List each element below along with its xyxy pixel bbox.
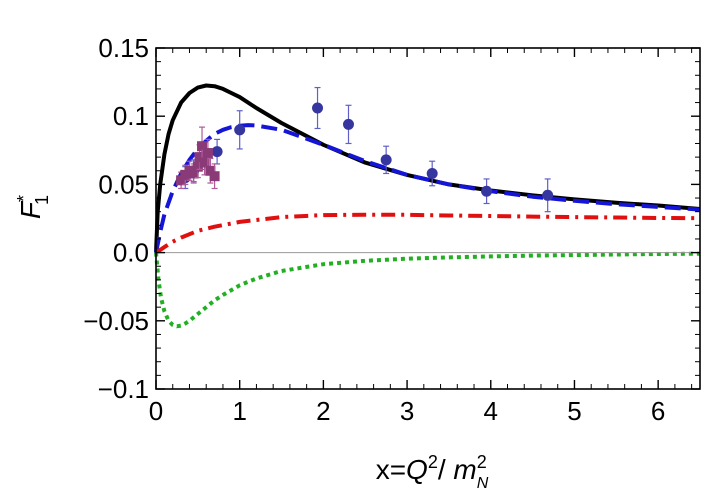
x-tick-label: 5 [567,396,581,426]
y-tick-label: 0.15 [98,33,149,63]
x-tick-label: 6 [651,396,665,426]
x-tick-label: 2 [316,396,330,426]
curves [154,83,701,329]
data-point-square [188,168,199,179]
y-tick-label: 0.1 [113,101,149,131]
y-tick-label: 0.0 [113,238,149,268]
data-point-square [199,157,210,168]
data-point-circle [211,146,223,158]
x-tick-label: 0 [149,396,163,426]
data-point-circle [380,154,392,166]
curve-dashed [154,123,701,254]
data-point-square [202,148,213,159]
curve-dashdot [154,212,701,255]
x-tick-label: 3 [400,396,414,426]
data-point-square [176,175,187,186]
data-point-square [209,171,220,182]
y-axis-label: F*1 [14,195,52,219]
data-point-square [192,161,203,172]
data-point-circle [342,118,354,130]
data-point-circle [234,124,246,136]
data-point-square [205,165,216,176]
data-point-circle [481,185,493,197]
plot-frame [155,47,701,390]
x-tick-label: 4 [484,396,498,426]
data-points [176,86,554,213]
data-point-circle [312,102,324,114]
y-tick-label: 0.05 [98,169,149,199]
ticks: 0 1 2 3 4 5 6 −0.1 −0.05 0.0 0.05 0.1 0.15 [83,33,700,426]
y-tick-label: −0.05 [83,306,149,336]
data-point-circle [542,189,554,201]
x-tick-label: 1 [232,396,246,426]
data-point-square [197,141,208,152]
data-point-circle [426,167,438,179]
curve-dotted [154,251,701,329]
axes [155,47,701,390]
y-tick-label: −0.1 [98,374,149,404]
curve-solid [154,83,701,253]
x-axis-label: x=Q2/ m2 N [376,452,489,492]
data-point-square [194,152,205,163]
